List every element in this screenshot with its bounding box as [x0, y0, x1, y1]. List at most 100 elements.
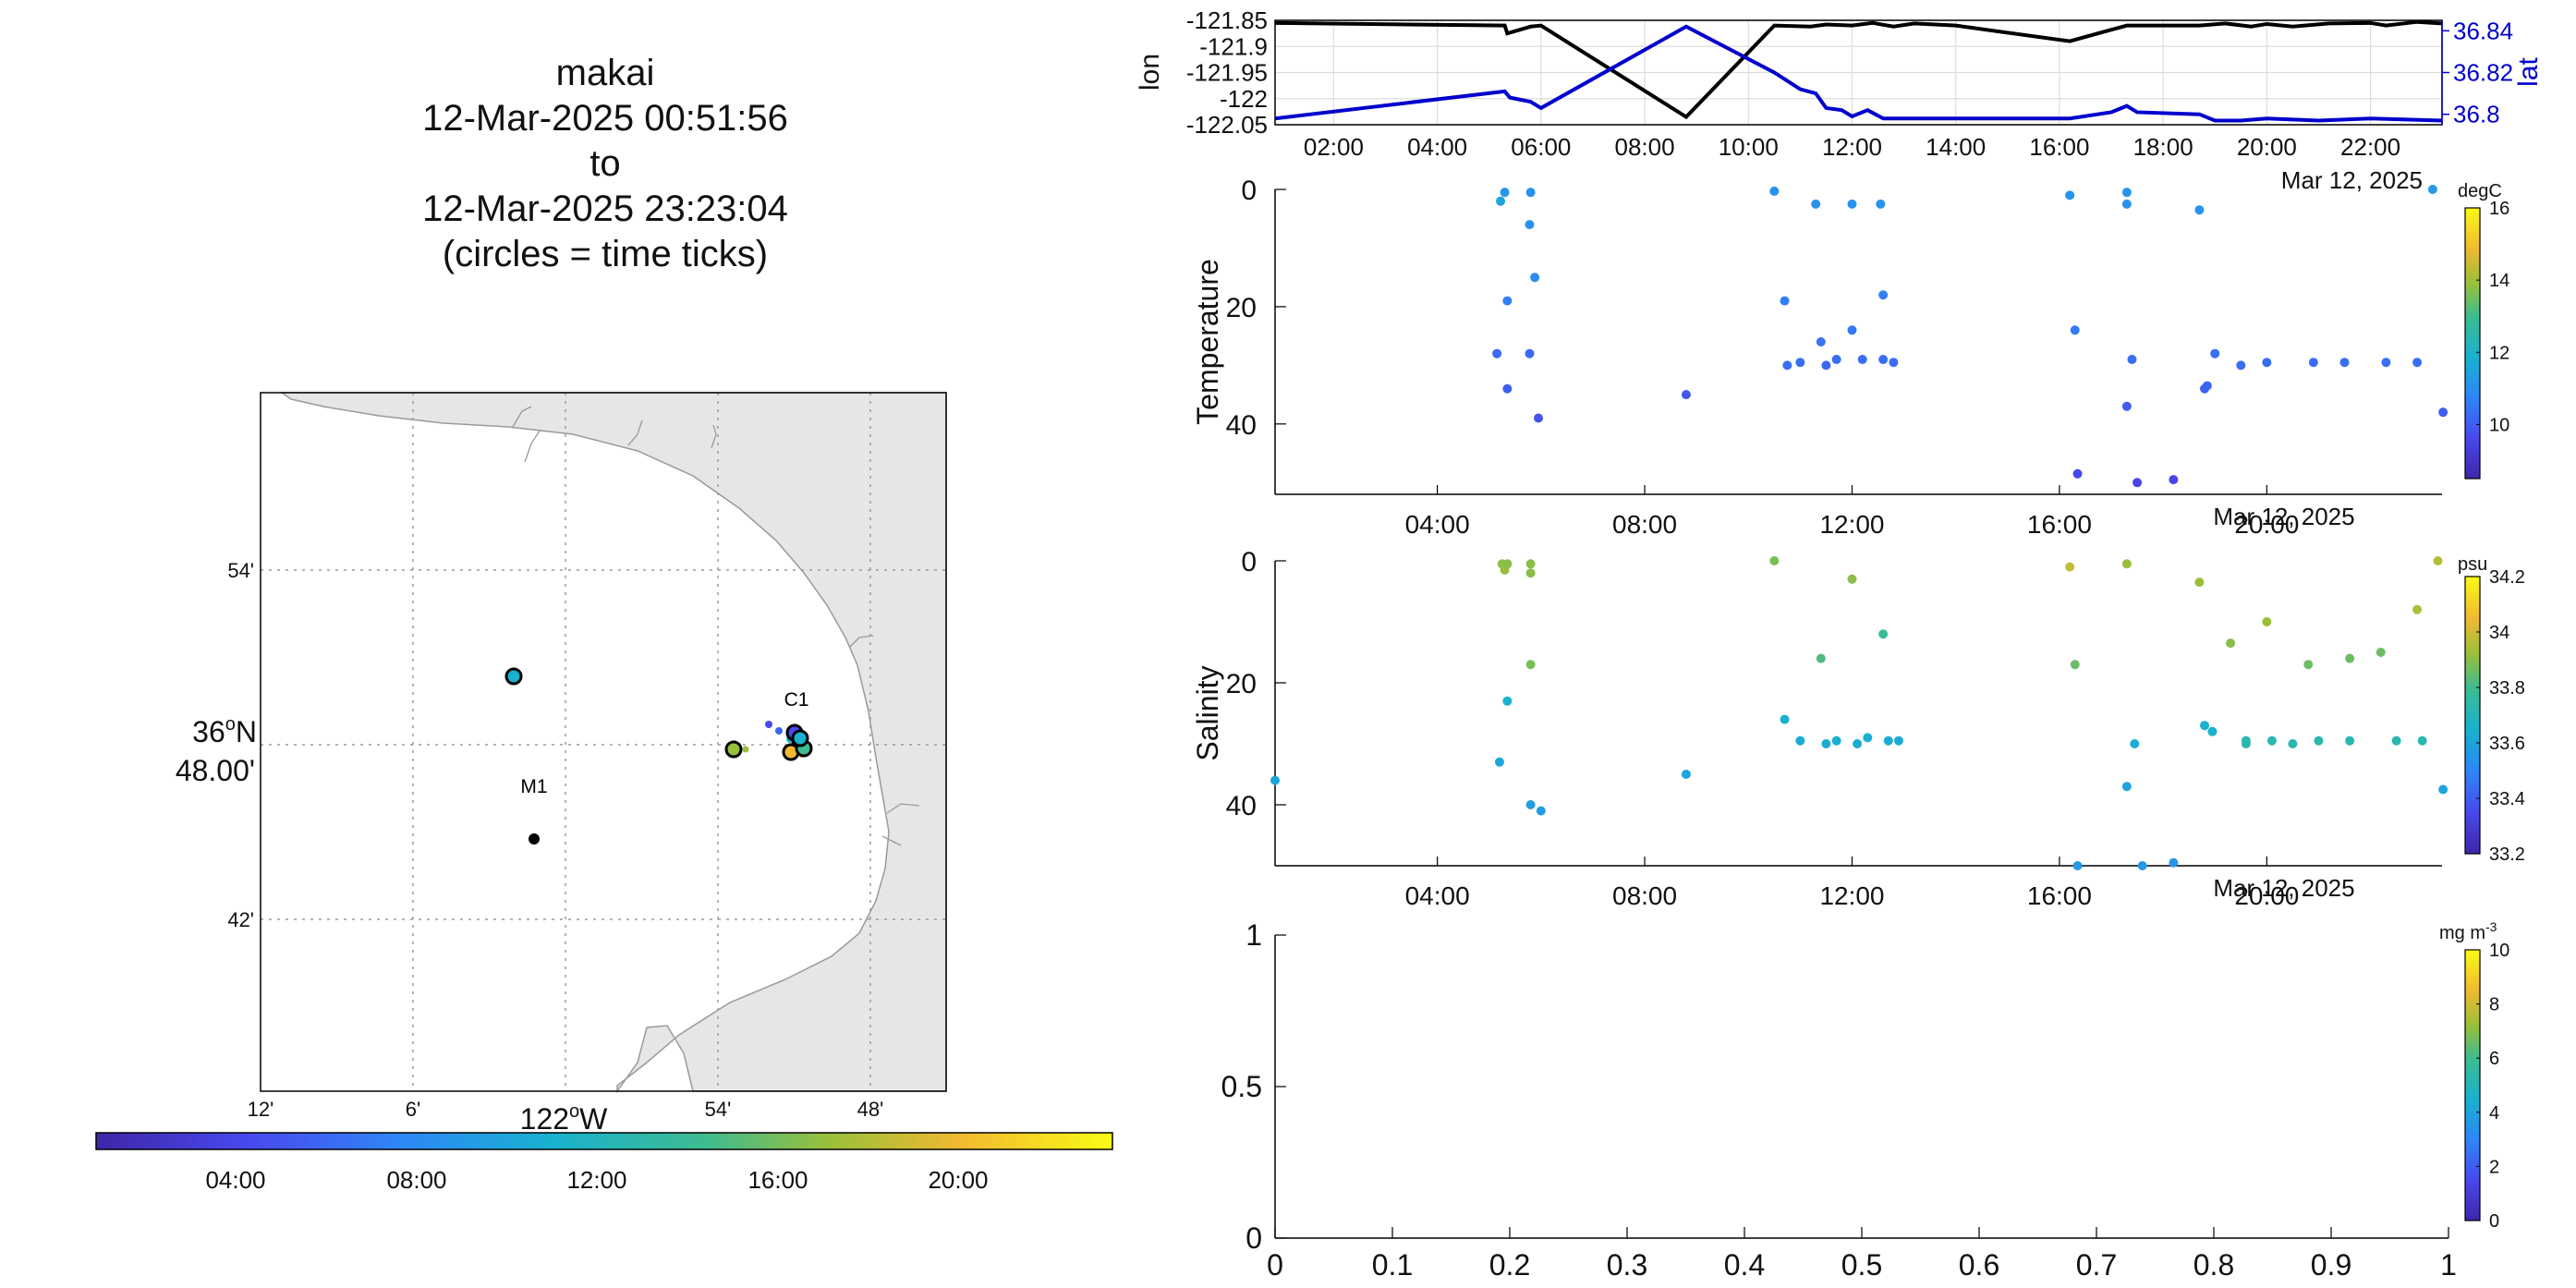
- data-point: [1893, 735, 1903, 746]
- map-center-labels: 36oN 48.00' 122oW: [176, 714, 608, 1136]
- y-axis-label: Temperature: [1191, 259, 1224, 425]
- lat-tick-label: 42': [227, 908, 254, 931]
- data-point: [1502, 559, 1513, 569]
- x-tick-label: 0.7: [2076, 1248, 2117, 1282]
- right-tick-label: 36.8: [2453, 101, 2500, 128]
- colorbar-tick-label: 4: [2489, 1103, 2499, 1124]
- x-tick-label: 0.4: [1724, 1248, 1765, 1282]
- data-point: [2210, 348, 2220, 358]
- date-label: Mar 12, 2025: [2213, 503, 2354, 530]
- data-point: [1494, 757, 1504, 767]
- data-point: [2438, 784, 2448, 795]
- x-tick-label: 1: [2440, 1248, 2457, 1282]
- data-point: [2202, 381, 2212, 391]
- data-point: [1878, 355, 1889, 365]
- data-point: [1857, 355, 1867, 365]
- data-point: [2262, 358, 2272, 368]
- data-point: [2241, 735, 2251, 746]
- x-tick-label: 20:00: [2234, 881, 2299, 910]
- x-tick-label: 08:00: [1612, 881, 1677, 910]
- data-point: [1525, 220, 1535, 230]
- data-point: [1816, 653, 1826, 663]
- y-tick-label: -121.85: [1186, 6, 1268, 34]
- x-tick-label: 14:00: [1926, 133, 1986, 161]
- track-point: [775, 727, 783, 735]
- data-point: [1534, 413, 1544, 423]
- colorbar-units-label: mg m-3: [2439, 919, 2497, 943]
- data-point: [2262, 617, 2272, 626]
- x-tick-label: 16:00: [2027, 510, 2092, 539]
- data-point: [1536, 806, 1546, 816]
- x-tick-label: 12:00: [1819, 510, 1884, 539]
- data-point: [2194, 577, 2205, 588]
- river: [512, 406, 920, 846]
- data-point: [1525, 800, 1536, 809]
- x-tick-label: 16:00: [2029, 133, 2089, 161]
- data-point: [1525, 188, 1536, 198]
- data-point: [1863, 733, 1873, 743]
- x-tick-label: 12:00: [1819, 881, 1884, 910]
- data-point: [1500, 188, 1510, 198]
- title-line: makai: [556, 53, 655, 93]
- title-line: 12-Mar-2025 23:23:04: [422, 188, 788, 229]
- data-point: [1831, 735, 1841, 746]
- colorbar-tick-label: 12: [2489, 343, 2509, 363]
- data-point: [1847, 574, 1857, 584]
- data-point: [2381, 358, 2391, 368]
- colorbar-tick-label: 14: [2489, 271, 2509, 291]
- data-point: [1847, 325, 1857, 335]
- data-point: [1769, 186, 1780, 196]
- data-point: [2339, 358, 2350, 368]
- data-point: [2433, 556, 2443, 565]
- data-point: [1681, 390, 1691, 400]
- data-point: [1876, 199, 1886, 209]
- data-point: [2070, 325, 2080, 335]
- title-line: 12-Mar-2025 00:51:56: [422, 98, 788, 139]
- time-colorbar-tick: 04:00: [205, 1166, 265, 1194]
- data-point: [2417, 735, 2427, 746]
- x-tick-label: 22:00: [2340, 133, 2400, 161]
- map-frame: [260, 392, 947, 1092]
- data-point: [2121, 559, 2132, 569]
- data-point: [1816, 337, 1826, 346]
- chlorophyll-chart: 10.500 0.1 0.2 0.3 0.4 0.5 0.6 0.7 0.8 0.9 1108642…: [1221, 918, 2510, 1282]
- data-point: [1525, 568, 1536, 578]
- data-point: [1769, 556, 1780, 565]
- data-point: [2207, 726, 2218, 736]
- data-point: [1525, 559, 1536, 569]
- lon-tick-label: 54': [705, 1098, 732, 1121]
- series-line-lon: [1274, 19, 2443, 120]
- track-point: [765, 721, 772, 728]
- x-tick-label: 04:00: [1405, 510, 1470, 539]
- data-point: [2427, 185, 2437, 194]
- y-tick-label: 20: [1226, 669, 1257, 699]
- data-point: [1530, 273, 1540, 283]
- data-point: [1496, 196, 1506, 206]
- series-line-lat: [1274, 24, 2443, 123]
- title-line: (circles = time ticks): [443, 234, 768, 274]
- time-colorbar: 04:00 08:00 12:00 16:00 20:00: [95, 1132, 1113, 1194]
- x-tick-label: 0.8: [2193, 1248, 2234, 1282]
- date-label: Mar 12, 2025: [2213, 874, 2354, 902]
- x-tick-label: 0.6: [1959, 1248, 1999, 1282]
- data-point: [1492, 348, 1502, 358]
- y-tick-label: -121.9: [1199, 32, 1268, 60]
- colorbar-tick-label: 2: [2489, 1157, 2499, 1177]
- x-tick-label: 20:00: [2234, 510, 2299, 539]
- data-point: [2266, 735, 2277, 746]
- data-point: [1525, 660, 1536, 670]
- data-point: [2308, 358, 2318, 368]
- data-point: [2132, 478, 2143, 488]
- data-point: [2226, 638, 2236, 649]
- y-tick-label: 0: [1241, 547, 1257, 577]
- data-point: [1525, 348, 1535, 358]
- data-point: [2121, 199, 2132, 209]
- data-point: [2127, 355, 2137, 365]
- colorbar-units-label: degC: [2458, 181, 2502, 201]
- map-stations: C1 M1: [520, 689, 808, 844]
- land-area: [279, 392, 947, 1094]
- y-tick-label: 0: [1241, 176, 1257, 206]
- x-tick-label: 0.1: [1372, 1248, 1413, 1282]
